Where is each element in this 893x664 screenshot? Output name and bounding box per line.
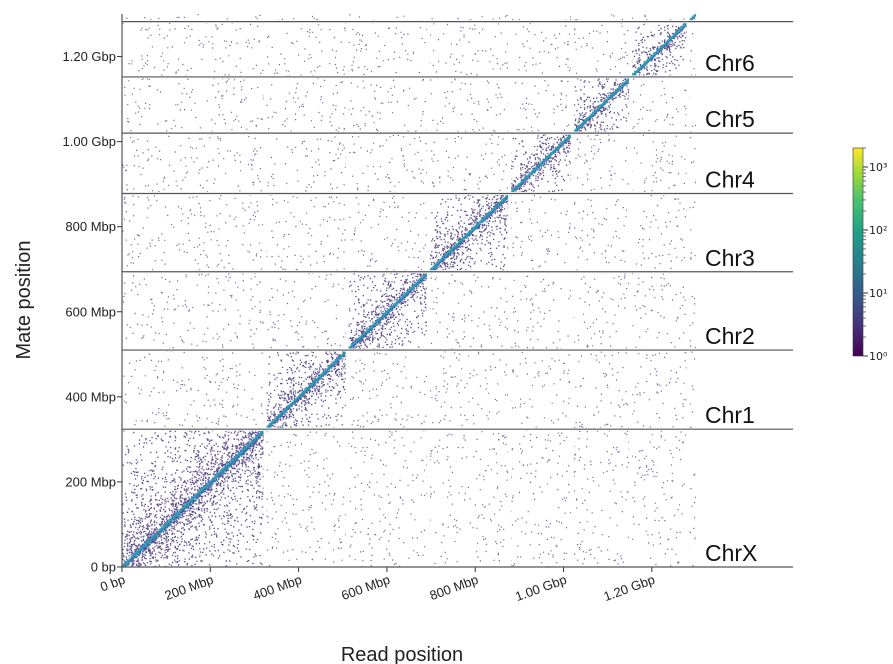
y-tick-label: 1.00 Gbp xyxy=(63,134,117,149)
colorbar-tick-label: 10³ xyxy=(869,161,887,174)
x-axis-ticks: 0 bp 200 Mbp 400 Mbp 600 Mbp 800 Mbp 1.00 Gbp… xyxy=(98,567,657,604)
y-axis-title: Mate position xyxy=(13,241,35,360)
contact-block-Chr1-Chr6 xyxy=(265,21,349,78)
contact-block-Chr4-Chr3 xyxy=(509,194,573,273)
y-axis-ticks: 0 bp 200 Mbp 400 Mbp 600 Mbp 800 Mbp 1.00 Gbp… xyxy=(63,49,122,575)
colorbar-ticks: 10⁰ 10¹ 10² 10³ xyxy=(863,147,888,363)
contact-block-Chr2-Chr6 xyxy=(347,21,428,78)
y-tick-label: 400 Mbp xyxy=(65,389,116,404)
intra-chromosomal-contacts xyxy=(122,14,696,567)
inter-chromosomal-contacts xyxy=(122,14,696,567)
x-tick-label: 0 bp xyxy=(98,572,127,595)
contact-block-Chr3-ChrX xyxy=(428,431,511,567)
chromosome-label-Chr5: Chr5 xyxy=(705,106,755,132)
y-tick-label: 1.20 Gbp xyxy=(63,49,117,64)
plot-area xyxy=(122,14,696,567)
diagonal-block-Chr1 xyxy=(264,349,350,431)
chromosome-label-Chr3: Chr3 xyxy=(705,245,755,271)
colorbar-tick-label: 10⁰ xyxy=(869,350,888,363)
x-tick-label: 1.00 Gbp xyxy=(513,572,568,604)
x-tick-label: 800 Mbp xyxy=(428,572,481,603)
chromosome-label-Chr4: Chr4 xyxy=(705,167,755,193)
diagonal-block-Chr6 xyxy=(629,20,690,79)
x-axis-title: Read position xyxy=(341,644,463,664)
contact-block-Chr5-Chr2 xyxy=(573,272,631,351)
y-tick-label: 0 bp xyxy=(91,560,116,575)
colorbar-tick-label: 10² xyxy=(869,224,887,237)
chromosome-label-Chr6: Chr6 xyxy=(705,50,755,76)
diagonal-block-Chr3 xyxy=(427,192,513,273)
diagonal-block-ChrX xyxy=(122,428,268,567)
chromosome-boundaries: ChrX Chr1 Chr2 Chr3 Chr4 Chr5 Chr6 xyxy=(122,21,793,568)
y-tick-label: 800 Mbp xyxy=(65,219,116,234)
chromosome-label-Chr2: Chr2 xyxy=(705,323,755,349)
diagonal-block-Chr4 xyxy=(508,132,575,195)
contact-block-Chr1-Chr5 xyxy=(266,77,348,134)
x-tick-label: 600 Mbp xyxy=(339,572,392,603)
contact-block-Chr3-unplaced xyxy=(431,14,508,21)
chromosome-label-ChrX: ChrX xyxy=(705,540,757,566)
x-tick-label: 1.20 Gbp xyxy=(601,572,656,604)
contact-block-Chr1-Chr2 xyxy=(265,272,348,352)
y-tick-label: 600 Mbp xyxy=(65,304,116,319)
colorbar: 10⁰ 10¹ 10² 10³ xyxy=(852,147,888,363)
x-tick-label: 400 Mbp xyxy=(251,572,304,603)
colorbar-gradient xyxy=(852,147,864,357)
contact-block-Chr6-unplaced xyxy=(631,14,685,21)
diagonal-block-Chr5 xyxy=(571,76,632,135)
contact-block-Chr6-Chr1 xyxy=(631,352,688,430)
y-tick-label: 200 Mbp xyxy=(65,474,116,489)
diagonal-block-Chr2 xyxy=(345,271,431,352)
contact-block-Chr4-ChrX xyxy=(510,429,573,567)
contact-block-Chr2-Chr4 xyxy=(349,134,430,195)
x-tick-label: 200 Mbp xyxy=(163,572,216,603)
contact-block-Chr5-Chr1 xyxy=(574,351,632,430)
contact-block-unplaced-Chr3 xyxy=(689,201,696,260)
chromosome-label-Chr1: Chr1 xyxy=(705,402,755,428)
colorbar-tick-label: 10¹ xyxy=(869,287,887,300)
